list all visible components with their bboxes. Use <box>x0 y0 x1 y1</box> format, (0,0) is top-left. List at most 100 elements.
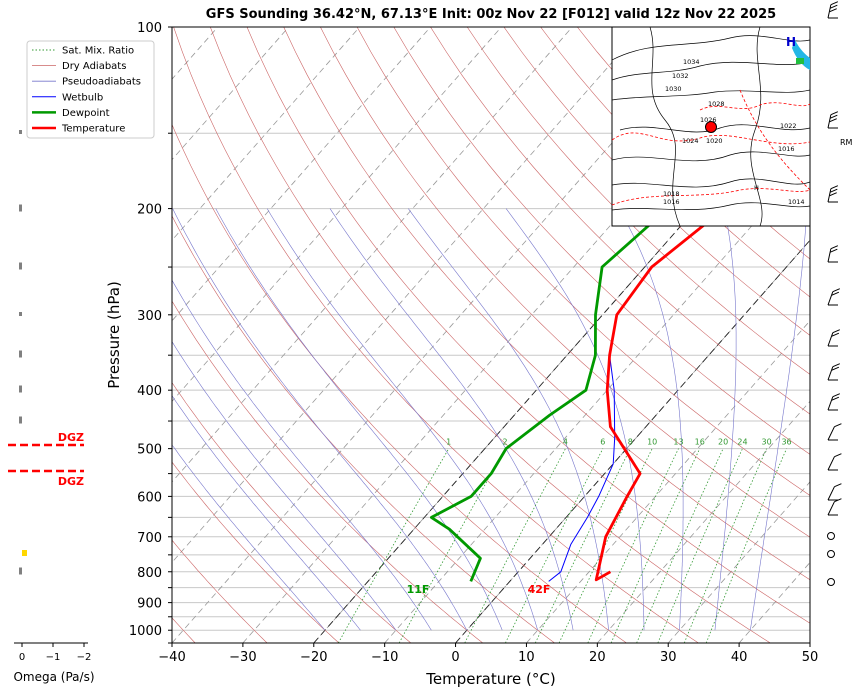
calm-wind-circle <box>827 550 835 558</box>
mixing-ratio-label: 4 <box>563 438 568 447</box>
barb-flag <box>830 4 838 9</box>
x-tick-label: −30 <box>229 650 256 665</box>
barb-staff <box>827 486 835 501</box>
omega-tick-label: 0 <box>19 652 25 663</box>
map-contour <box>612 35 810 61</box>
x-tick-label: 50 <box>802 650 819 665</box>
map-thickness-line <box>612 132 810 145</box>
legend-label: Sat. Mix. Ratio <box>62 46 134 57</box>
map-isobar-label: 1024 <box>682 137 699 145</box>
legend: Sat. Mix. Ratio Dry Adiabats Pseudoadiabat… <box>26 40 155 139</box>
omega-bar <box>19 130 22 134</box>
calm-wind-circle <box>827 532 835 540</box>
dewpoint-trace <box>430 56 810 582</box>
mixing-ratio-label: 6 <box>600 438 605 447</box>
x-tick-label: −10 <box>371 650 398 665</box>
pseudoadiabat-line <box>172 395 361 631</box>
map-isobar-label: 1028 <box>708 100 725 108</box>
isotherm-line <box>172 27 573 483</box>
map-isobar-label: 1018 <box>663 190 680 198</box>
dry-adiabat-line <box>283 27 810 581</box>
mixing-ratio-line <box>534 448 631 643</box>
wind-barb <box>827 329 841 347</box>
wind-barb <box>827 111 839 129</box>
barb-flag <box>834 453 842 458</box>
dry-adiabat-line <box>173 27 699 643</box>
map-thickness-line <box>699 102 810 111</box>
legend-label: Dewpoint <box>62 108 110 119</box>
barb-flag <box>834 483 842 488</box>
sounding-location-marker <box>705 121 717 133</box>
barb-flag <box>831 291 840 296</box>
dgz-label-bottom: DGZ <box>58 475 84 488</box>
dry-adiabat-line <box>210 27 771 643</box>
barb-flag <box>830 185 839 190</box>
map-thickness-line <box>739 89 810 191</box>
y-axis-label: Pressure (hPa) <box>105 281 123 389</box>
wind-barb <box>827 288 841 306</box>
y-tick-label: 800 <box>137 566 162 581</box>
barb-flag <box>831 332 840 337</box>
map-isobar-label: 1016 <box>778 145 795 153</box>
x-tick-label: −20 <box>300 650 327 665</box>
map-precip-area <box>796 58 804 64</box>
y-tick-label: 400 <box>137 384 162 399</box>
y-tick-label: 900 <box>137 597 162 612</box>
map-isobar-label: 1026 <box>700 116 717 124</box>
mixing-ratio-label: 13 <box>673 438 683 447</box>
plot-frame <box>171 26 811 644</box>
wind-barb <box>827 185 839 203</box>
wetbulb-trace <box>548 266 653 582</box>
pseudoadiabat-line <box>215 208 503 631</box>
dry-adiabat-line <box>246 27 810 624</box>
omega-tick-label: −1 <box>46 652 61 663</box>
map-contour <box>619 124 810 133</box>
legend-label: Temperature <box>61 124 125 135</box>
mixing-ratio-label: 30 <box>761 438 771 447</box>
mixing-ratio-label: 20 <box>718 438 728 447</box>
barb-flag <box>830 114 838 119</box>
barb-staff <box>827 4 832 19</box>
map-isobar-label: 1034 <box>683 58 700 66</box>
omega-bar <box>19 385 22 393</box>
dry-adiabat-line <box>172 461 340 643</box>
map-isobar-label: 1020 <box>706 137 723 145</box>
legend-label: Pseudoadiabats <box>62 77 141 88</box>
barb-flag <box>829 8 837 13</box>
legend-label: Wetbulb <box>62 92 103 103</box>
barb-flag <box>829 192 837 197</box>
mixing-ratio-label: 36 <box>781 438 791 447</box>
wind-barb <box>827 1 839 19</box>
barb-flag <box>832 329 841 334</box>
pseudoadiabat-line <box>505 208 645 631</box>
mixing-ratio-label: 1 <box>446 438 451 447</box>
pseudoadiabat-line <box>618 208 684 631</box>
surface-temperature-label: 42F <box>528 583 551 596</box>
omega-bar <box>19 262 22 270</box>
map-precip-area <box>792 40 810 70</box>
omega-bar <box>19 312 22 316</box>
y-tick-label: 100 <box>137 21 162 36</box>
x-tick-label: 20 <box>589 650 606 665</box>
chart-title: GFS Sounding 36.42°N, 67.13°E Init: 00z … <box>206 7 776 22</box>
barb-staff <box>827 114 832 129</box>
map-contour <box>612 61 810 81</box>
barb-flag <box>831 366 840 371</box>
barb-staff <box>827 456 835 471</box>
wind-barbs <box>827 1 842 586</box>
wind-barb <box>827 363 841 381</box>
pseudoadiabat-line <box>714 208 737 631</box>
pseudoadiabat-line <box>329 208 574 631</box>
map-isobar-label: 1022 <box>780 122 797 130</box>
barb-flag <box>830 111 839 116</box>
omega-bar-highlight <box>22 550 27 556</box>
barb-staff <box>827 366 834 381</box>
map-contour <box>612 89 810 101</box>
dry-adiabat-line <box>320 27 810 538</box>
barb-flag <box>829 118 837 123</box>
map-contour <box>612 202 810 211</box>
map-contour <box>649 27 681 226</box>
dry-adiabat-line <box>356 27 810 496</box>
dry-adiabat-line <box>540 27 810 298</box>
